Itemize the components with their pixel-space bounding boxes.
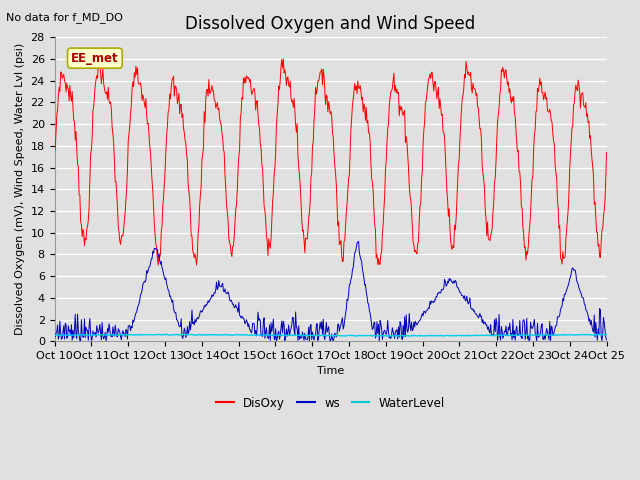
X-axis label: Time: Time — [317, 367, 344, 376]
Text: EE_met: EE_met — [71, 52, 118, 65]
Legend: DisOxy, ws, WaterLevel: DisOxy, ws, WaterLevel — [211, 392, 450, 414]
Text: No data for f_MD_DO: No data for f_MD_DO — [6, 12, 124, 23]
Y-axis label: Dissolved Oxygen (mV), Wind Speed, Water Lvl (psi): Dissolved Oxygen (mV), Wind Speed, Water… — [15, 43, 25, 336]
Title: Dissolved Oxygen and Wind Speed: Dissolved Oxygen and Wind Speed — [186, 15, 476, 33]
